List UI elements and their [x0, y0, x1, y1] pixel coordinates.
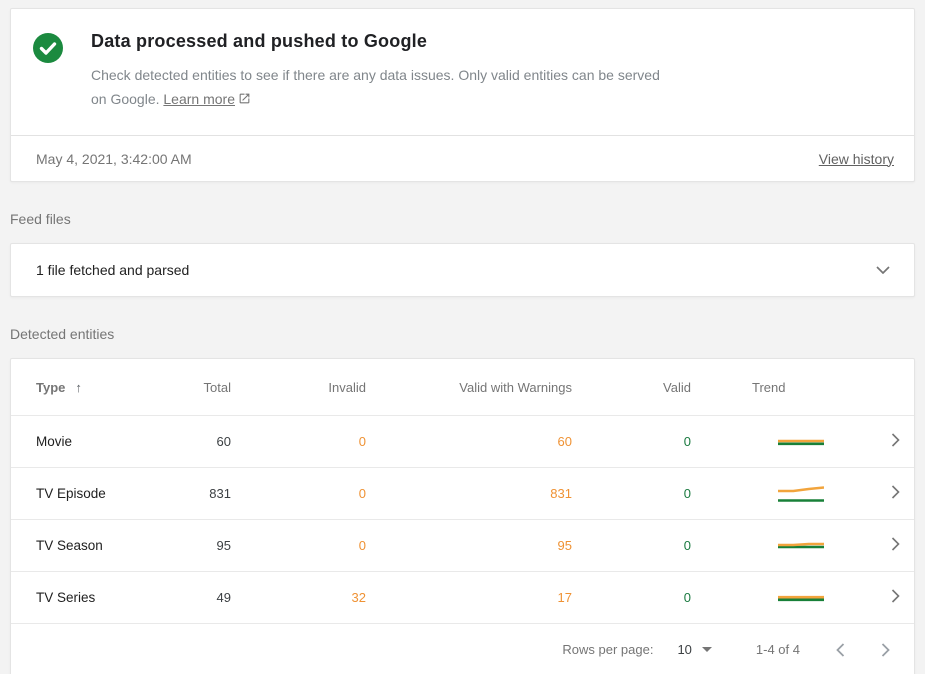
chevron-right-icon: [891, 485, 900, 499]
cell-valid: 0: [683, 590, 691, 605]
chevron-right-icon: [891, 537, 900, 551]
success-check-icon: [33, 33, 63, 63]
column-header-total[interactable]: Total: [203, 379, 231, 395]
status-text-block: Data processed and pushed to Google Chec…: [91, 31, 884, 111]
column-header-valid-with-warnings[interactable]: Valid with Warnings: [459, 379, 572, 395]
column-header-type[interactable]: Type ↑: [36, 380, 166, 395]
cell-valid-with-warnings: 60: [557, 434, 572, 449]
chevron-down-icon[interactable]: [876, 266, 890, 274]
chevron-left-icon: [836, 642, 845, 657]
column-header-valid[interactable]: Valid: [663, 379, 691, 395]
row-open-button[interactable]: [852, 537, 900, 554]
cell-total: 60: [216, 434, 231, 449]
feed-files-summary: 1 file fetched and parsed: [36, 262, 190, 278]
previous-page-button[interactable]: [836, 642, 845, 657]
cell-type: TV Episode: [36, 486, 106, 501]
trend-sparkline: [691, 481, 852, 507]
rows-per-page-value: 10: [677, 642, 692, 657]
feed-files-section-label: Feed files: [10, 211, 71, 227]
trend-sparkline: [691, 533, 852, 559]
cell-type: TV Series: [36, 590, 96, 605]
feed-files-card: 1 file fetched and parsed: [10, 243, 915, 297]
cell-invalid: 0: [358, 486, 366, 501]
column-header-trend: Trend: [752, 379, 786, 395]
cell-type: Movie: [36, 434, 73, 449]
column-header-type-label: Type: [36, 379, 66, 395]
status-description-text: Check detected entities to see if there …: [91, 67, 660, 107]
dropdown-arrow-icon: [701, 647, 712, 652]
learn-more-link[interactable]: Learn more: [163, 91, 251, 107]
entity-table-row[interactable]: TV Season 95 0 95 0: [11, 519, 914, 571]
status-card-footer: May 4, 2021, 3:42:00 AM View history: [11, 135, 914, 181]
column-header-invalid[interactable]: Invalid: [328, 379, 366, 395]
view-history-link[interactable]: View history: [818, 150, 894, 167]
next-page-button[interactable]: [881, 642, 890, 657]
status-card: Data processed and pushed to Google Chec…: [10, 8, 915, 182]
cell-total: 49: [216, 590, 231, 605]
trend-sparkline: [691, 585, 852, 611]
cell-invalid: 32: [351, 590, 366, 605]
status-title: Data processed and pushed to Google: [91, 31, 428, 51]
entities-table-header: Type ↑ Total Invalid Valid with Warnings …: [11, 359, 914, 415]
trend-sparkline: [691, 429, 852, 455]
cell-valid-with-warnings: 831: [550, 486, 572, 501]
table-pagination: Rows per page: 10 1-4 of 4: [11, 623, 914, 674]
cell-invalid: 0: [358, 538, 366, 553]
status-description: Check detected entities to see if there …: [91, 63, 673, 111]
row-open-button[interactable]: [852, 433, 900, 450]
cell-total: 95: [216, 538, 231, 553]
learn-more-label: Learn more: [163, 91, 235, 107]
cell-valid: 0: [683, 538, 691, 553]
cell-invalid: 0: [358, 434, 366, 449]
rows-per-page-select[interactable]: 10: [677, 642, 712, 657]
cell-type: TV Season: [36, 538, 103, 553]
cell-total: 831: [209, 486, 231, 501]
cell-valid-with-warnings: 95: [557, 538, 572, 553]
row-open-button[interactable]: [852, 589, 900, 606]
cell-valid: 0: [683, 486, 691, 501]
entity-table-row[interactable]: TV Episode 831 0 831 0: [11, 467, 914, 519]
row-open-button[interactable]: [852, 485, 900, 502]
sort-ascending-icon: ↑: [75, 379, 82, 395]
pagination-range-label: 1-4 of 4: [755, 642, 800, 657]
cell-valid: 0: [683, 434, 691, 449]
entities-table-card: Type ↑ Total Invalid Valid with Warnings …: [10, 358, 915, 674]
rows-per-page-label: Rows per page:: [562, 642, 654, 657]
detected-entities-section-label: Detected entities: [10, 326, 115, 342]
chevron-right-icon: [881, 642, 890, 657]
feed-files-expander[interactable]: 1 file fetched and parsed: [11, 244, 914, 296]
last-run-timestamp: May 4, 2021, 3:42:00 AM: [36, 150, 192, 167]
chevron-right-icon: [891, 589, 900, 603]
entities-table-body: Movie 60 0 60 0 TV Episode 831 0 831 0 T…: [11, 415, 914, 623]
cell-valid-with-warnings: 17: [557, 590, 572, 605]
entity-table-row[interactable]: TV Series 49 32 17 0: [11, 571, 914, 623]
status-card-main: Data processed and pushed to Google Chec…: [11, 9, 914, 135]
entity-table-row[interactable]: Movie 60 0 60 0: [11, 415, 914, 467]
chevron-right-icon: [891, 433, 900, 447]
external-link-icon: [239, 93, 250, 104]
